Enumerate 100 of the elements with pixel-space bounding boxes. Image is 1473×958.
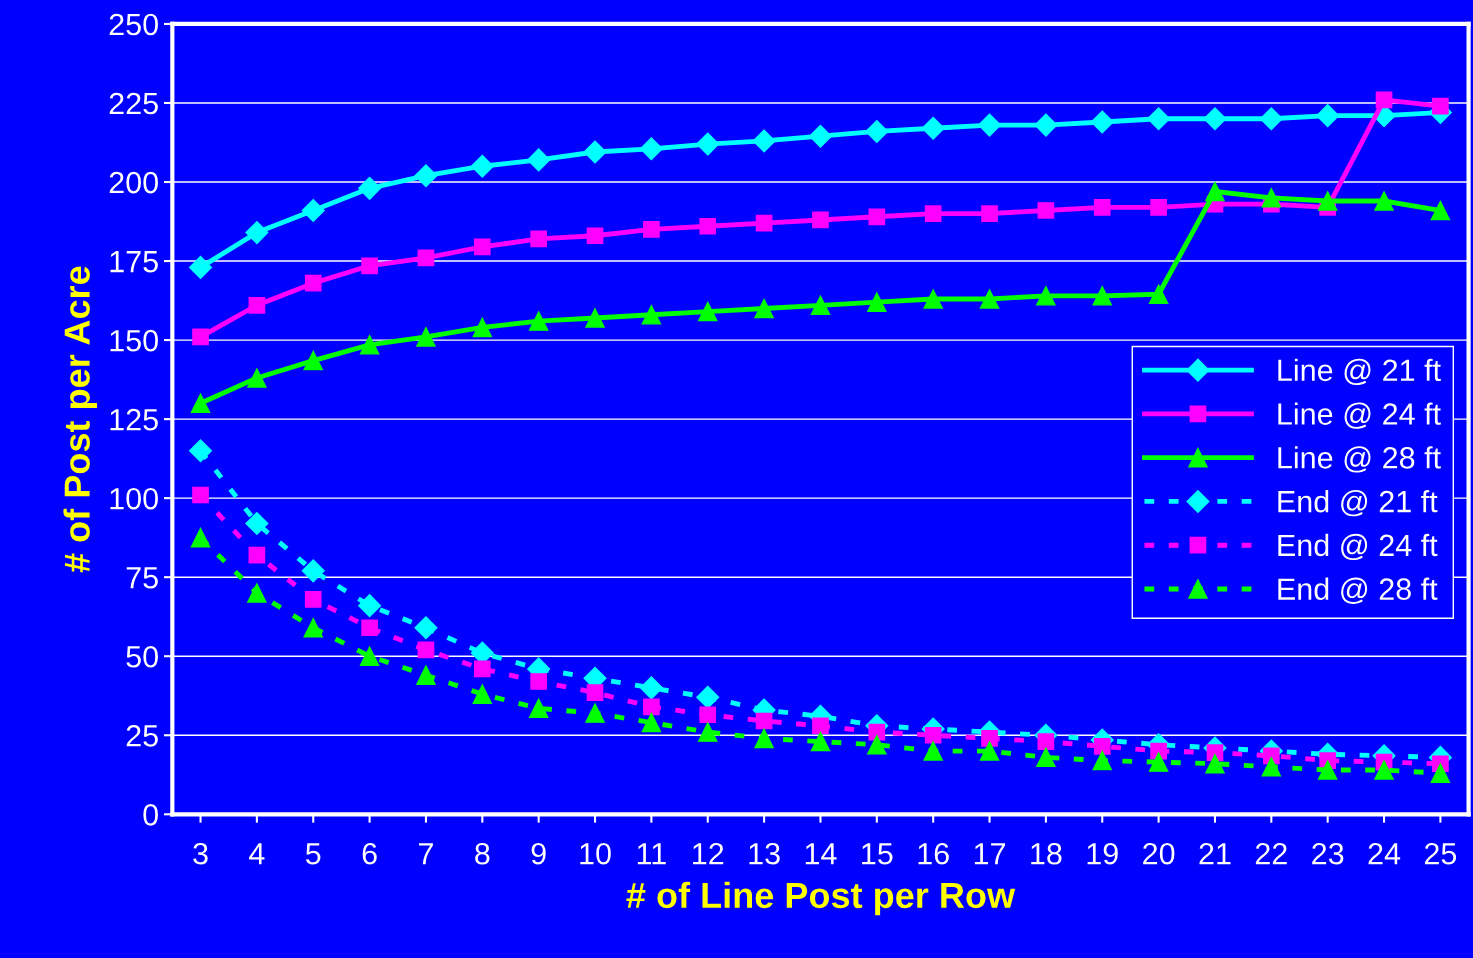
point xyxy=(808,124,832,148)
point xyxy=(867,735,887,755)
point xyxy=(361,619,378,637)
point xyxy=(1036,286,1056,306)
x-tick-label: 9 xyxy=(531,842,546,865)
point xyxy=(417,641,435,659)
x-tick-label: 20 xyxy=(1143,842,1175,865)
point xyxy=(868,208,886,226)
point xyxy=(754,298,774,319)
y-tick-label: 0 xyxy=(143,804,158,826)
x-tick-label: 13 xyxy=(749,842,780,865)
legend-label: Line @ 28 ft xyxy=(1278,446,1441,473)
legend-label: End @ 21 ft xyxy=(1278,489,1438,517)
x-tick-label: 10 xyxy=(580,842,611,865)
point xyxy=(530,230,548,248)
point xyxy=(473,238,491,256)
point xyxy=(1092,286,1112,306)
point xyxy=(867,292,887,312)
point xyxy=(1430,763,1451,783)
x-tick-label: 5 xyxy=(305,843,321,865)
point xyxy=(473,660,491,678)
point xyxy=(247,583,267,603)
point xyxy=(754,728,774,749)
legend-label: End @ 28 ft xyxy=(1278,577,1438,604)
x-tick-label: 23 xyxy=(1312,842,1344,865)
point xyxy=(1093,198,1111,216)
point xyxy=(755,712,773,730)
point xyxy=(301,559,325,583)
point xyxy=(530,673,548,690)
point xyxy=(643,221,660,238)
y-tick-label: 75 xyxy=(126,567,158,589)
y-tick-label: 150 xyxy=(110,329,158,352)
point xyxy=(1205,181,1225,202)
point xyxy=(1034,113,1058,137)
x-tick-label: 19 xyxy=(1087,842,1118,865)
point xyxy=(303,350,323,371)
point xyxy=(414,164,438,188)
point xyxy=(979,741,1000,761)
point xyxy=(245,511,269,535)
x-tick-label: 15 xyxy=(862,843,893,865)
point xyxy=(1090,110,1114,134)
point xyxy=(361,257,378,275)
point xyxy=(698,301,718,322)
x-tick-label: 12 xyxy=(693,842,724,865)
point xyxy=(752,129,776,153)
x-tick-label: 17 xyxy=(974,843,1005,865)
point xyxy=(1374,760,1394,780)
x-tick-label: 6 xyxy=(362,842,377,865)
point xyxy=(416,665,436,685)
x-tick-label: 18 xyxy=(1031,842,1062,865)
point xyxy=(1432,97,1449,115)
point xyxy=(1261,757,1282,777)
point xyxy=(586,684,604,701)
point xyxy=(865,119,889,143)
point xyxy=(810,295,831,316)
point xyxy=(981,205,998,222)
y-tick-label: 50 xyxy=(126,645,158,668)
x-tick-label: 8 xyxy=(475,842,490,865)
x-tick-label: 4 xyxy=(249,843,265,865)
point xyxy=(192,486,209,504)
point xyxy=(304,274,322,292)
point xyxy=(1316,104,1340,128)
point xyxy=(1037,733,1055,750)
point xyxy=(1430,200,1451,221)
point xyxy=(696,685,720,709)
point xyxy=(923,741,943,761)
legend-label: Line @ 21 ft xyxy=(1278,358,1441,386)
point xyxy=(528,698,549,719)
point xyxy=(1092,750,1112,771)
point xyxy=(1374,191,1394,211)
point xyxy=(359,646,380,666)
point xyxy=(1375,91,1393,109)
point xyxy=(755,214,773,232)
point xyxy=(1259,107,1283,131)
point xyxy=(1205,753,1225,774)
point xyxy=(248,546,266,564)
y-tick-label: 125 xyxy=(110,408,158,431)
point xyxy=(417,249,435,267)
point xyxy=(189,439,213,463)
y-tick-label: 100 xyxy=(110,487,158,510)
point xyxy=(639,676,663,700)
point xyxy=(245,221,269,245)
x-tick-label: 25 xyxy=(1424,842,1457,865)
point xyxy=(192,328,209,346)
point xyxy=(303,618,323,638)
y-tick-label: 225 xyxy=(109,92,158,115)
point xyxy=(248,296,266,314)
y-axis-title: # of Post per Acre xyxy=(63,266,98,573)
y-tick-label: 250 xyxy=(109,13,158,36)
point xyxy=(979,289,1000,309)
point xyxy=(641,305,662,325)
x-tick-label: 11 xyxy=(637,843,666,865)
y-tick-label: 200 xyxy=(109,171,158,194)
point xyxy=(301,198,325,222)
point xyxy=(586,227,604,245)
x-tick-label: 22 xyxy=(1255,842,1287,865)
x-axis-title: # of Line Post per Row xyxy=(626,881,1016,916)
point xyxy=(304,590,322,608)
point xyxy=(472,317,493,338)
point xyxy=(472,684,493,704)
